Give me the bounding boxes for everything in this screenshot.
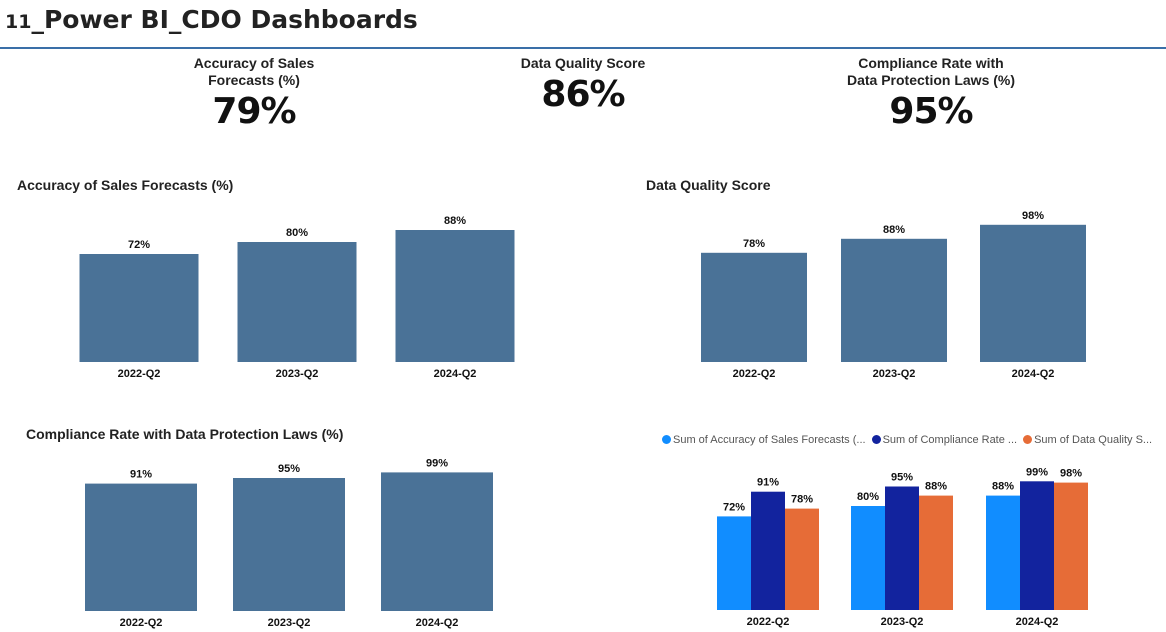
- chart-title-data-quality: Data Quality Score: [646, 177, 771, 193]
- legend-item-compliance[interactable]: Sum of Compliance Rate ...: [871, 434, 1018, 446]
- chart-title-accuracy: Accuracy of Sales Forecasts (%): [17, 177, 234, 193]
- category-label: 2022-Q2: [747, 616, 790, 628]
- bar[interactable]: [885, 486, 919, 611]
- bar[interactable]: [233, 478, 345, 611]
- bar[interactable]: [1054, 482, 1088, 610]
- kpi-card-data-quality[interactable]: Data Quality Score 86%: [463, 55, 703, 116]
- data-label: 95%: [891, 472, 913, 484]
- bar[interactable]: [980, 224, 1086, 362]
- legend-dot-compliance: [871, 435, 881, 444]
- data-label: 78%: [791, 494, 813, 506]
- bar[interactable]: [717, 516, 751, 610]
- kpi-label-accuracy-line1: Accuracy of Sales: [193, 55, 315, 71]
- bar[interactable]: [841, 238, 947, 362]
- bar[interactable]: [919, 495, 953, 610]
- data-label: 80%: [286, 227, 308, 239]
- page-title-prefix: 11: [5, 11, 32, 33]
- kpi-value-accuracy: 79%: [212, 91, 296, 132]
- kpi-value-data-quality: 86%: [541, 74, 625, 115]
- category-label: 2022-Q2: [120, 617, 163, 629]
- data-label: 98%: [1022, 210, 1044, 222]
- data-label: 88%: [444, 215, 466, 227]
- legend-item-quality[interactable]: Sum of Data Quality S...: [1023, 434, 1152, 446]
- data-label: 72%: [128, 239, 150, 251]
- kpi-card-accuracy[interactable]: Accuracy of Sales Forecasts (%) 79%: [134, 55, 374, 133]
- bar[interactable]: [1020, 481, 1054, 610]
- kpi-label-compliance-line2: Data Protection Laws (%): [846, 72, 1016, 88]
- bar[interactable]: [85, 483, 197, 611]
- category-label: 2024-Q2: [1016, 616, 1059, 628]
- bar[interactable]: [751, 491, 785, 610]
- chart-data-quality[interactable]: 78% 2022-Q2 88% 2023-Q2 98% 2024-Q2: [583, 195, 1166, 390]
- bar[interactable]: [986, 495, 1020, 610]
- data-label: 88%: [925, 481, 947, 493]
- category-label: 2022-Q2: [733, 368, 776, 380]
- bar[interactable]: [381, 472, 493, 611]
- category-label: 2023-Q2: [268, 617, 311, 629]
- bar[interactable]: [237, 242, 357, 362]
- data-label: 72%: [723, 501, 745, 513]
- legend-dot-quality: [1023, 435, 1033, 444]
- legend-label-accuracy: Sum of Accuracy of Sales Forecasts (...: [673, 434, 866, 446]
- bar[interactable]: [701, 252, 807, 362]
- bar[interactable]: [851, 506, 885, 610]
- chart-combined[interactable]: 72% 91% 78% 2022-Q2 80% 95% 88% 2023-Q2 88% 99% 98…: [583, 450, 1166, 632]
- chart-accuracy[interactable]: 72% 2022-Q2 80% 2023-Q2 88% 2024-Q2: [0, 195, 583, 390]
- category-label: 2023-Q2: [881, 616, 924, 628]
- data-label: 91%: [130, 469, 152, 481]
- legend-dot-accuracy: [662, 435, 671, 444]
- kpi-value-compliance: 95%: [889, 91, 973, 132]
- chart-title-compliance: Compliance Rate with Data Protection Law…: [26, 426, 344, 442]
- combined-chart-legend: Sum of Accuracy of Sales Forecasts (... S…: [662, 434, 1162, 446]
- page-title: 11_Power BI_CDO Dashboards: [5, 5, 418, 34]
- bar[interactable]: [79, 254, 199, 362]
- category-label: 2024-Q2: [416, 617, 459, 629]
- bar[interactable]: [395, 230, 515, 362]
- bar[interactable]: [785, 508, 819, 610]
- kpi-label-compliance-line1: Compliance Rate with: [858, 55, 1004, 71]
- category-label: 2023-Q2: [873, 368, 916, 380]
- legend-label-quality: Sum of Data Quality S...: [1034, 434, 1153, 446]
- data-label: 98%: [1060, 468, 1082, 480]
- data-label: 80%: [857, 491, 879, 503]
- category-label: 2024-Q2: [1012, 368, 1055, 380]
- data-label: 88%: [992, 481, 1014, 493]
- data-label: 91%: [757, 477, 779, 489]
- category-label: 2022-Q2: [118, 368, 161, 380]
- category-label: 2024-Q2: [434, 368, 477, 380]
- page-title-text: _Power BI_CDO Dashboards: [31, 5, 418, 34]
- data-label: 88%: [883, 224, 905, 236]
- legend-label-compliance: Sum of Compliance Rate ...: [882, 434, 1018, 446]
- category-label: 2023-Q2: [276, 368, 319, 380]
- data-label: 99%: [1026, 466, 1048, 478]
- kpi-label-data-quality: Data Quality Score: [520, 55, 646, 71]
- title-bar: 11_Power BI_CDO Dashboards: [0, 0, 1166, 49]
- data-label: 95%: [278, 463, 300, 475]
- chart-compliance[interactable]: 91% 2022-Q2 95% 2023-Q2 99% 2024-Q2: [0, 444, 583, 632]
- data-label: 78%: [743, 238, 765, 250]
- data-label: 99%: [426, 457, 448, 469]
- legend-item-accuracy[interactable]: Sum of Accuracy of Sales Forecasts (...: [662, 434, 866, 446]
- kpi-card-compliance[interactable]: Compliance Rate with Data Protection Law…: [811, 55, 1051, 133]
- kpi-label-accuracy-line2: Forecasts (%): [208, 72, 300, 88]
